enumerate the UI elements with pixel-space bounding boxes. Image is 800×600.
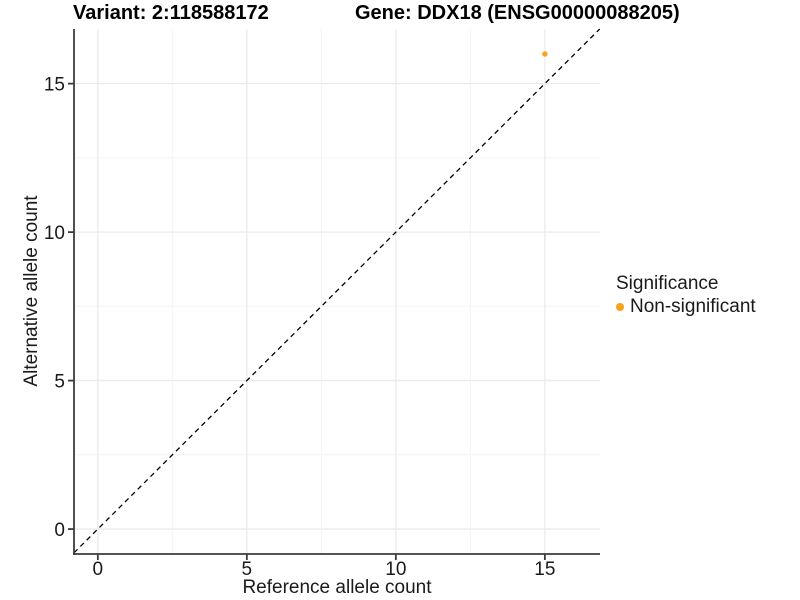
x-tick-label: 10 — [385, 559, 406, 580]
legend-item-non-significant: Non-significant — [616, 296, 756, 317]
data-point — [542, 51, 548, 57]
y-axis-title: Alternative allele count — [21, 195, 42, 387]
x-tick-label: 5 — [242, 559, 253, 580]
y-tick-label: 5 — [54, 372, 65, 393]
legend-item-label: Non-significant — [630, 296, 756, 317]
plot-title-gene: Gene: DDX18 (ENSG00000088205) — [355, 2, 680, 24]
x-axis-title: Reference allele count — [242, 577, 432, 598]
x-tick-label: 0 — [93, 559, 104, 580]
y-tick-label: 15 — [44, 75, 65, 96]
y-tick-label: 0 — [54, 520, 65, 541]
identity-line — [73, 28, 601, 554]
plot-title-variant: Variant: 2:118588172 — [73, 2, 269, 24]
y-tick-label: 10 — [44, 223, 65, 244]
legend-title: Significance — [616, 273, 719, 294]
legend: Significance Non-significant — [616, 273, 756, 317]
x-tick-label: 15 — [534, 559, 555, 580]
non-significant-dot-icon — [616, 302, 624, 311]
